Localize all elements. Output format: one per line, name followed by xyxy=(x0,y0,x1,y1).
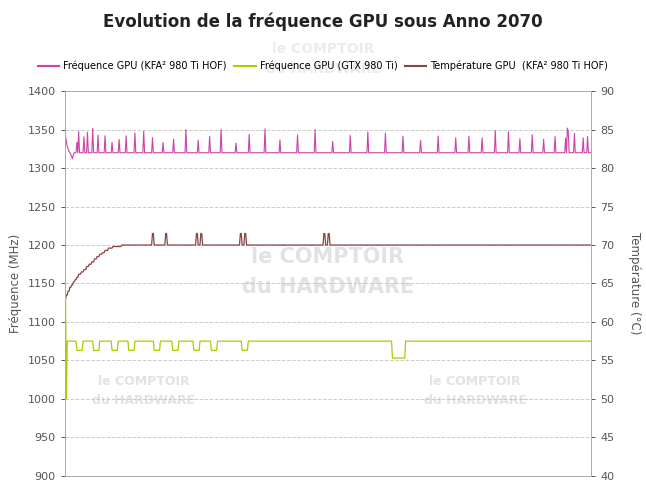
Legend: Fréquence GPU (KFA² 980 Ti HOF), Fréquence GPU (GTX 980 Ti), Température GPU  (K: Fréquence GPU (KFA² 980 Ti HOF), Fréquen… xyxy=(34,57,612,75)
Y-axis label: Température (°C): Température (°C) xyxy=(628,232,641,335)
Text: le COMPTOIR
du HARDWARE: le COMPTOIR du HARDWARE xyxy=(242,247,414,297)
Text: le COMPTOIR
du HARDWARE: le COMPTOIR du HARDWARE xyxy=(266,42,380,76)
Y-axis label: Fréquence (MHz): Fréquence (MHz) xyxy=(9,234,22,333)
Text: le COMPTOIR
du HARDWARE: le COMPTOIR du HARDWARE xyxy=(424,375,526,407)
Text: Evolution de la fréquence GPU sous Anno 2070: Evolution de la fréquence GPU sous Anno … xyxy=(103,12,543,31)
Text: le COMPTOIR
du HARDWARE: le COMPTOIR du HARDWARE xyxy=(92,375,195,407)
